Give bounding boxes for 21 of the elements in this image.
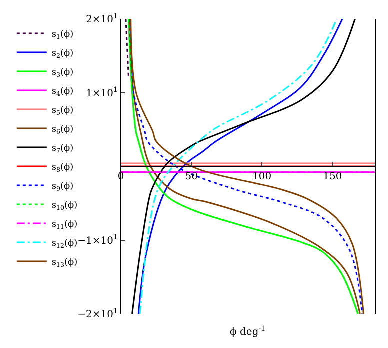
legend-label: s$_{1}$(ϕ) <box>52 30 74 41</box>
legend-label: s$_{13}$(ϕ) <box>52 258 78 269</box>
y-tick-label: −2×10$^{1}$ <box>78 307 118 320</box>
x-axis-title: ϕ deg$^{-1}$ <box>230 325 266 338</box>
legend-label: s$_{3}$(ϕ) <box>52 68 74 79</box>
x-tick-label: 100 <box>252 172 272 182</box>
y-tick-label: −1×10$^{1}$ <box>78 234 118 247</box>
legend-label: s$_{10}$(ϕ) <box>52 201 78 212</box>
legend-label: s$_{11}$(ϕ) <box>52 220 78 231</box>
legend-label: s$_{2}$(ϕ) <box>52 49 74 60</box>
legend-label: s$_{12}$(ϕ) <box>52 239 78 250</box>
legend-label: s$_{5}$(ϕ) <box>52 106 74 117</box>
x-tick-label: 50 <box>185 172 198 182</box>
y-tick-label: 2×10$^{1}$ <box>86 12 118 26</box>
legend-label: s$_{4}$(ϕ) <box>52 87 74 98</box>
legend-label: s$_{8}$(ϕ) <box>52 163 74 174</box>
legend-label: s$_{6}$(ϕ) <box>52 125 74 136</box>
y-tick-label: 1×10$^{1}$ <box>86 86 118 100</box>
legend-label: s$_{9}$(ϕ) <box>52 182 74 193</box>
x-tick-label: 150 <box>323 172 342 182</box>
legend-label: s$_{7}$(ϕ) <box>52 144 74 155</box>
